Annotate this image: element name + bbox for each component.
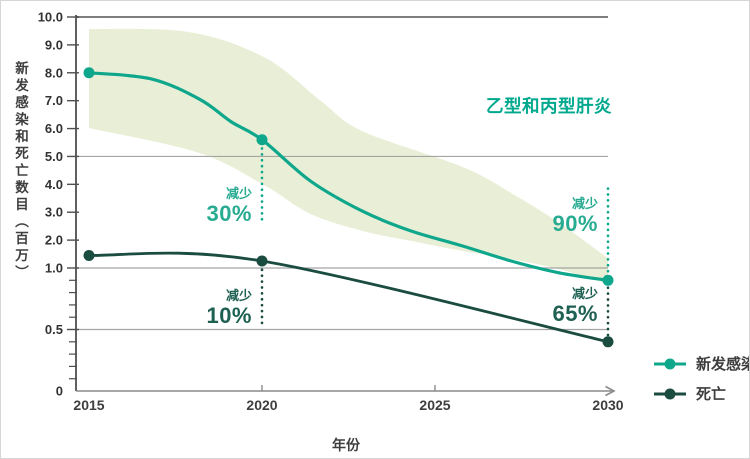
annotation-reduce-30: 减少 30% <box>206 187 252 225</box>
y-tick-label: 8.0 <box>45 65 63 80</box>
legend: 新发感染 死亡 <box>653 353 749 404</box>
y-tick-label: 3.0 <box>45 205 63 220</box>
annotation-reduce-65: 减少 65% <box>552 287 598 325</box>
annotation-reduce-90: 减少 90% <box>552 197 598 235</box>
chart-title: 乙型和丙型肝炎 <box>486 96 612 116</box>
y-tick-label: 4.0 <box>45 177 63 192</box>
y-tick-label: 2.0 <box>45 233 63 248</box>
y-tick-label: 5.0 <box>45 149 63 164</box>
y-tick-label: 1.0 <box>45 261 63 276</box>
x-tick-label: 2015 <box>73 397 104 413</box>
legend-item-infections: 新发感染 <box>653 353 749 374</box>
x-tick-label: 2030 <box>592 397 623 413</box>
data-point-deaths <box>83 249 95 261</box>
x-tick-label: 2025 <box>419 397 450 413</box>
annotation-percent: 65% <box>552 301 598 326</box>
legend-marker-infections-icon <box>654 358 686 369</box>
annotation-prefix: 减少 <box>571 286 598 301</box>
annotation-prefix: 减少 <box>225 288 252 303</box>
legend-item-deaths: 死亡 <box>653 383 749 404</box>
legend-label: 死亡 <box>696 386 727 403</box>
data-point-deaths <box>602 336 614 348</box>
y-tick-label: 7.0 <box>45 93 63 108</box>
series-line-deaths <box>87 251 610 344</box>
data-point-infections <box>256 134 268 146</box>
annotation-reduce-10: 减少 10% <box>206 289 252 327</box>
annotation-prefix: 减少 <box>225 186 252 201</box>
annotation-prefix: 减少 <box>571 196 598 211</box>
data-point-deaths <box>256 255 268 267</box>
legend-label: 新发感染 <box>696 356 749 373</box>
data-point-infections <box>83 67 95 79</box>
y-tick-label: 10.0 <box>38 10 63 25</box>
legend-marker-deaths-icon <box>654 388 686 399</box>
x-axis-arrow-icon <box>605 385 616 397</box>
series-line-infections <box>87 71 610 282</box>
y-tick-label: 6.0 <box>45 121 63 136</box>
data-point-infections <box>602 274 614 286</box>
y-axis-title: 新发感染和死亡数目（百万） <box>13 61 28 282</box>
y-tick-label: 0 <box>56 384 63 399</box>
y-tick-label: 9.0 <box>45 37 63 52</box>
x-tick-label: 2020 <box>246 397 277 413</box>
x-axis-title: 年份 <box>332 437 360 453</box>
annotation-percent: 10% <box>206 303 252 328</box>
annotation-percent: 90% <box>552 211 598 236</box>
y-tick-label: 0.5 <box>45 322 63 337</box>
annotation-percent: 30% <box>206 201 252 226</box>
